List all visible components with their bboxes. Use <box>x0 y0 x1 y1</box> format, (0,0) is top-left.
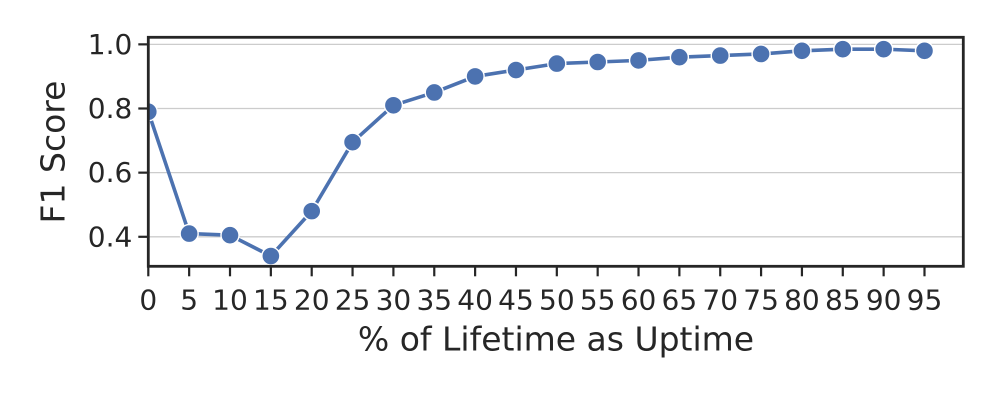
x-tick-label: 0 <box>139 284 157 317</box>
x-tick-label: 70 <box>702 284 738 317</box>
data-point <box>833 39 853 59</box>
data-point <box>465 66 485 87</box>
x-tick-label: 65 <box>662 284 698 317</box>
data-point <box>261 246 281 266</box>
data-point <box>547 53 567 74</box>
x-tick-label: 20 <box>294 284 330 317</box>
y-tick-label: 0.4 <box>88 220 133 253</box>
data-line <box>148 47 927 258</box>
x-tick-label: 45 <box>498 284 534 317</box>
data-series <box>148 39 935 266</box>
x-tick-label: 90 <box>866 284 902 317</box>
data-point <box>628 50 649 71</box>
data-point <box>220 225 240 245</box>
x-tick-label: 95 <box>907 284 943 317</box>
x-tick-label: 30 <box>376 284 412 317</box>
data-point <box>383 95 404 115</box>
y-tick-label: 0.8 <box>88 92 133 125</box>
data-point <box>587 52 608 72</box>
y-axis-label: F1 Score <box>33 80 73 224</box>
data-point <box>914 41 935 61</box>
x-tick-label: 50 <box>539 284 575 317</box>
data-point <box>669 47 690 67</box>
data-point <box>506 60 526 80</box>
data-point <box>302 201 322 221</box>
x-tick-label: 5 <box>180 284 198 317</box>
data-point <box>179 223 199 244</box>
data-point <box>710 45 730 66</box>
data-point <box>873 39 894 59</box>
x-tick-label: 40 <box>457 284 493 317</box>
x-tick-label: 75 <box>743 284 779 317</box>
x-axis-label: % of Lifetime as Uptime <box>357 319 755 359</box>
data-point <box>751 44 771 64</box>
data-point <box>342 132 363 152</box>
x-tick-label: 35 <box>416 284 452 317</box>
x-tick-label: 60 <box>621 284 657 317</box>
x-tick-label: 15 <box>253 284 289 317</box>
x-tick-label: 80 <box>784 284 820 317</box>
data-point <box>792 41 812 61</box>
y-tick-label: 0.6 <box>88 156 133 189</box>
x-tick-label: 25 <box>335 284 371 317</box>
x-tick-label: 10 <box>212 284 248 317</box>
x-tick-label: 55 <box>580 284 616 317</box>
x-tick-label: 85 <box>825 284 861 317</box>
data-point <box>424 82 444 103</box>
y-tick-label: 1.0 <box>88 28 133 61</box>
data-point <box>148 102 158 122</box>
